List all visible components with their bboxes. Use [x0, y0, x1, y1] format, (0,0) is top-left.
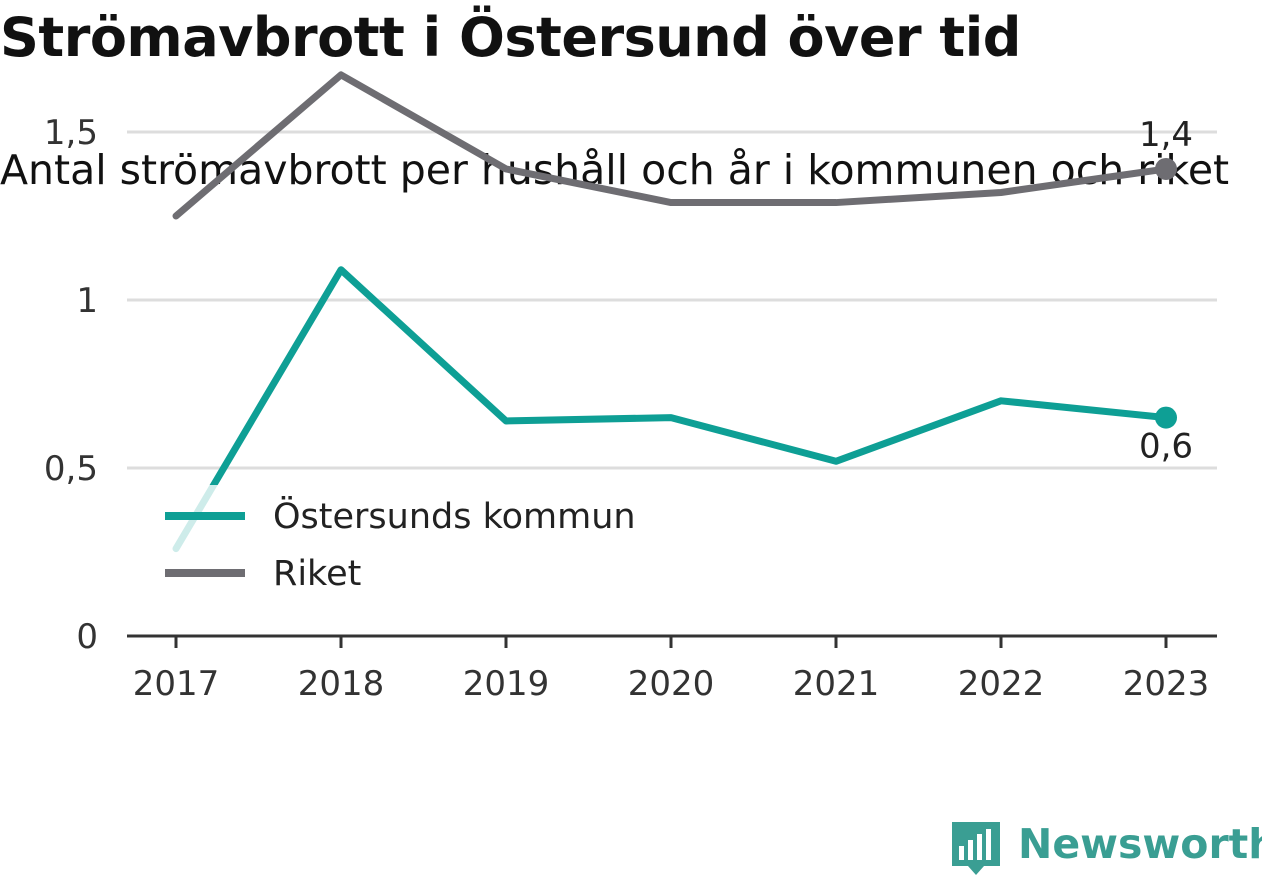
y-tick-label: 1,5 [44, 113, 98, 153]
x-tick-label: 2017 [133, 664, 220, 704]
newsworthy-logo-text: Newsworthy [1018, 820, 1262, 868]
x-tick-label: 2019 [463, 664, 550, 704]
x-tick-label: 2022 [958, 664, 1045, 704]
x-tick-label: 2021 [793, 664, 880, 704]
x-tick-label: 2023 [1123, 664, 1210, 704]
series-line-riket [172, 71, 1170, 220]
end-marker-riket [1155, 157, 1177, 180]
x-tick-label: 2018 [298, 664, 385, 704]
legend-label: Riket [273, 554, 361, 594]
legend-background [150, 485, 662, 610]
legend-label: Östersunds kommun [273, 495, 636, 537]
end-label-ostersunds-kommun: 0,6 [1139, 427, 1193, 467]
chart-title: Strömavbrott i Östersund över tid [0, 6, 1021, 69]
end-marker-ostersunds-kommun [1155, 406, 1177, 429]
y-tick-label: 0 [76, 617, 98, 657]
series-line-ostersunds-kommun [172, 266, 1170, 553]
x-tick-label: 2020 [628, 664, 715, 704]
end-label-riket: 1,4 [1139, 115, 1193, 155]
y-tick-label: 1 [76, 281, 98, 321]
y-tick-label: 0,5 [44, 449, 98, 489]
newsworthy-logo: Newsworthy [952, 820, 1262, 875]
